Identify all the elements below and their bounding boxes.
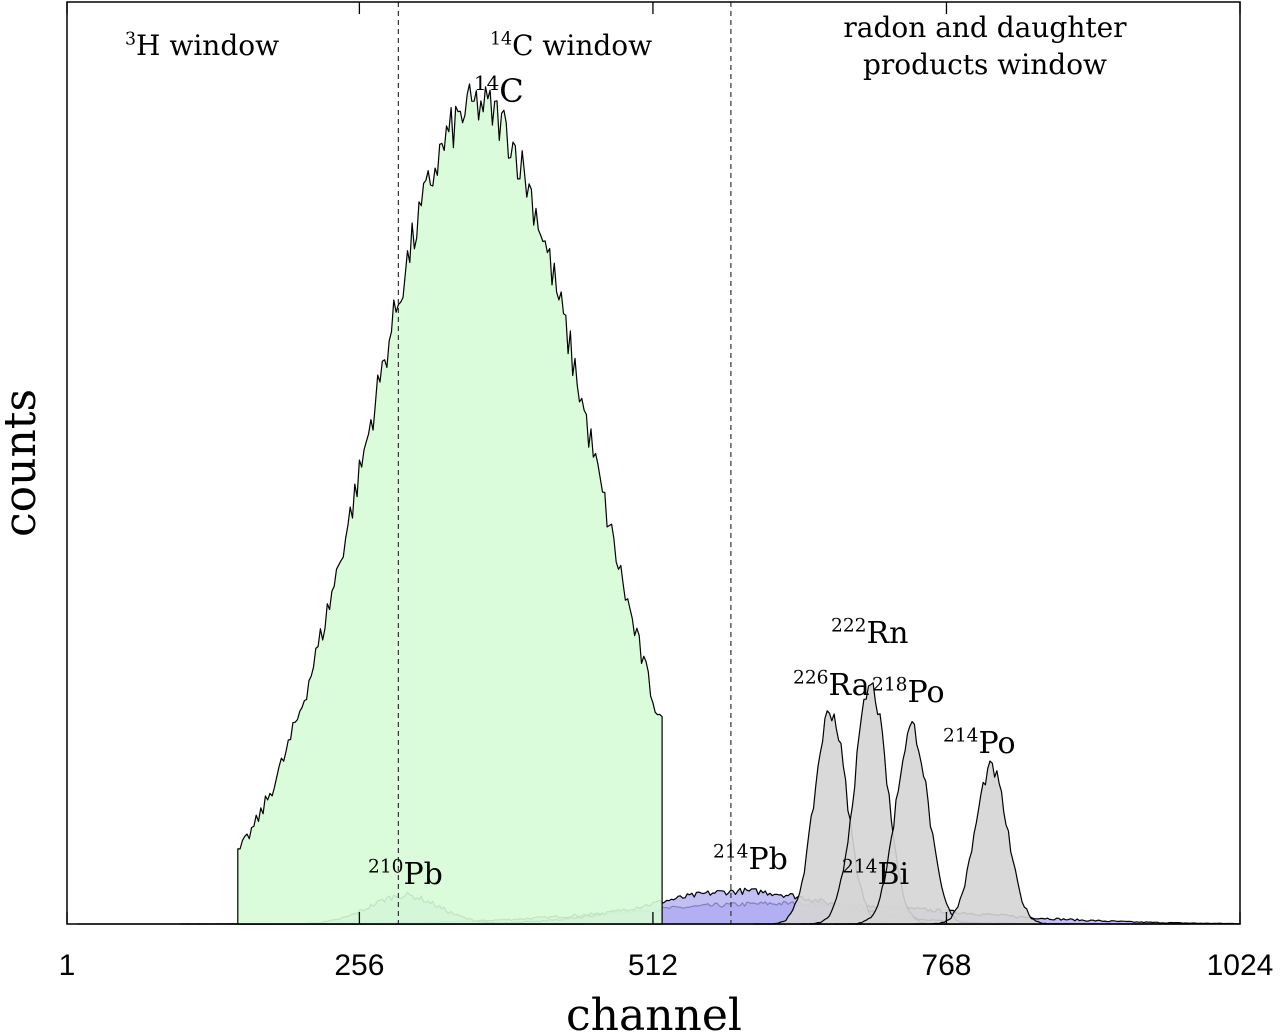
peak-label-222rn-mass-number: 222	[831, 616, 867, 637]
x-axis-label: channel	[566, 990, 742, 1034]
peak-label-210pb: 210Pb	[368, 857, 443, 892]
peak-label-222rn: 222Rn	[831, 616, 908, 651]
x-tick-label: 1	[59, 949, 76, 982]
x-tick-label: 256	[334, 949, 384, 982]
series-14c-area	[237, 83, 663, 925]
peak-label-226ra-symbol: Ra	[829, 668, 870, 703]
peak-label-214pb-symbol: Pb	[749, 842, 788, 877]
x-axis-ticks: 1 256 512 768 1024	[59, 2, 1274, 982]
peak-label-214po-symbol: Po	[979, 726, 1016, 761]
peak-label-218po-mass-number: 218	[872, 675, 908, 696]
window-label-14c-mass-number: 14	[490, 29, 512, 49]
window-label-3h-mass-number: 3	[125, 29, 136, 49]
peak-label-214pb-mass-number: 214	[713, 842, 749, 863]
peak-label-214bi-symbol: Bi	[878, 857, 910, 892]
peak-label-218po-symbol: Po	[908, 675, 945, 710]
peak-label-14c: 14C	[474, 72, 524, 110]
peak-label-214po: 214Po	[943, 726, 1016, 761]
peak-label-214bi-mass-number: 214	[842, 857, 878, 878]
peak-label-14c-symbol: C	[499, 72, 523, 110]
peak-label-226ra: 226Ra	[793, 668, 870, 703]
window-label-radon-line2: products window	[863, 48, 1107, 81]
peak-label-218po: 218Po	[872, 675, 945, 710]
window-label-3h: 3H window	[125, 29, 279, 62]
x-tick-label: 1024	[1207, 949, 1274, 982]
window-boundaries	[397, 2, 732, 924]
peak-label-222rn-symbol: Rn	[867, 616, 909, 651]
peak-label-214po-mass-number: 214	[943, 726, 979, 747]
peak-label-210pb-symbol: Pb	[404, 857, 443, 892]
window-label-radon-line1: radon and daughter	[843, 11, 1127, 44]
peak-label-214bi: 214Bi	[842, 857, 909, 892]
window-label-14c-symbol: C window	[512, 29, 652, 62]
peak-label-14c-mass-number: 14	[474, 72, 499, 95]
x-tick-label: 768	[921, 949, 971, 982]
window-label-14c: 14C window	[490, 29, 652, 62]
y-axis-label: counts	[0, 389, 46, 537]
x-tick-label: 512	[628, 949, 678, 982]
peak-label-226ra-mass-number: 226	[793, 668, 829, 689]
window-label-3h-symbol: H window	[136, 29, 279, 62]
peak-label-210pb-mass-number: 210	[368, 857, 404, 878]
peak-label-214pb: 214Pb	[713, 842, 788, 877]
